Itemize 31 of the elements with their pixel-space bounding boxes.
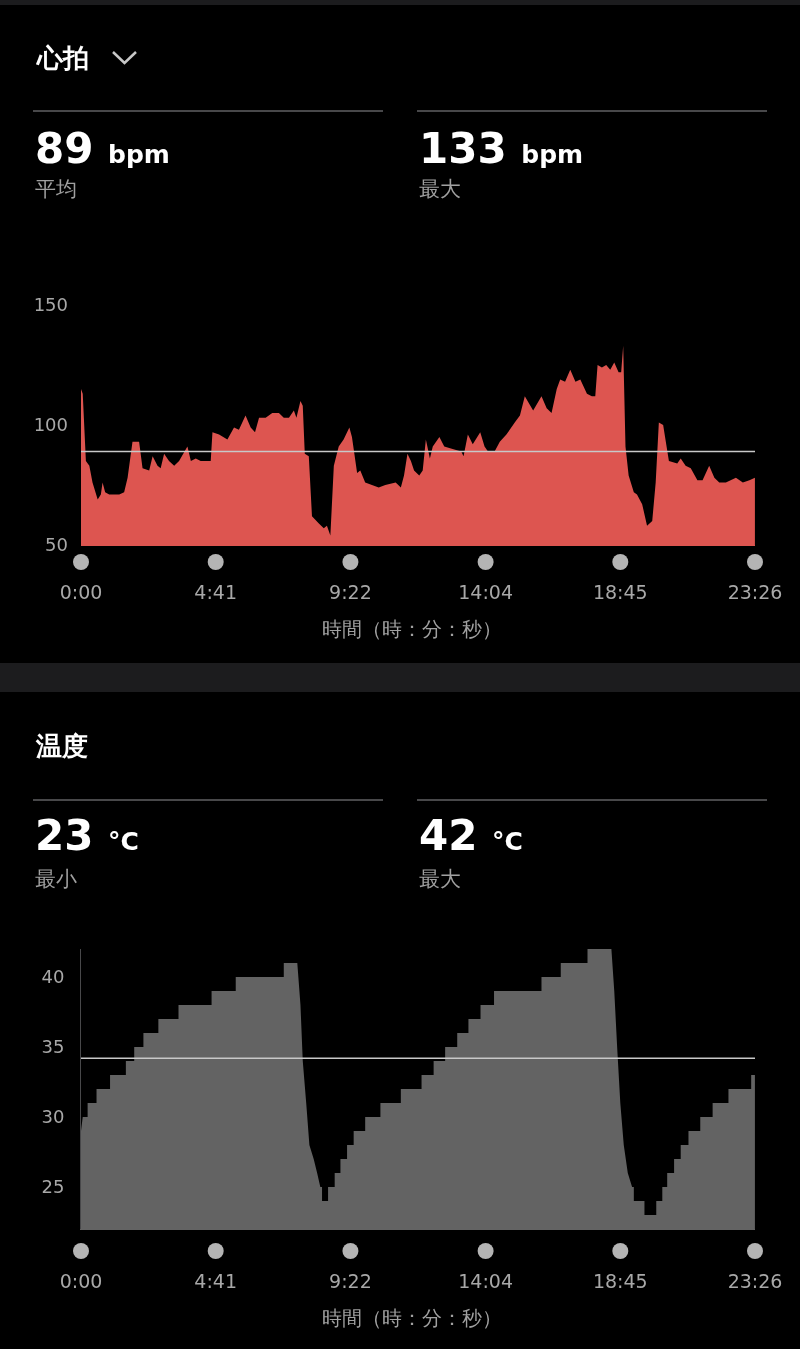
x-tick-label: 0:00 — [59, 580, 103, 603]
y-tick-label: 25 — [41, 1176, 65, 1198]
text: 133 bpm — [419, 124, 584, 173]
x-tick-label: 18:45 — [592, 1269, 648, 1292]
x-tick-label: 9:22 — [329, 1269, 372, 1292]
text: 89 bpm — [35, 124, 170, 173]
x-tick-label: 14:04 — [458, 580, 513, 603]
text: 23 °C — [35, 811, 139, 860]
y-tick-label: 40 — [41, 966, 65, 988]
text: 最小 — [35, 867, 77, 891]
y-tick-label: 30 — [41, 1106, 65, 1128]
x-axis-title: 時間（時：分：秒） — [322, 617, 502, 641]
y-tick-label: 50 — [45, 534, 68, 556]
text: 平均 — [35, 177, 77, 201]
chart-title: 温度 — [35, 731, 88, 761]
x-tick-label: 23:26 — [727, 1269, 783, 1292]
x-tick-label: 4:41 — [194, 580, 238, 603]
y-tick-label: 100 — [33, 414, 68, 436]
x-tick-label: 9:22 — [329, 580, 372, 603]
x-tick-label: 0:00 — [59, 1269, 103, 1292]
y-tick-label: 150 — [33, 294, 68, 316]
x-tick-label: 14:04 — [458, 1269, 513, 1292]
text: 最大 — [419, 177, 461, 201]
x-axis-title: 時間（時：分：秒） — [322, 1306, 502, 1330]
x-tick-label: 4:41 — [194, 1269, 238, 1292]
x-tick-label: 18:45 — [592, 580, 648, 603]
x-tick-label: 23:26 — [727, 580, 783, 603]
chart-title: 心拍 — [35, 43, 89, 73]
text: 42 °C — [419, 811, 523, 860]
y-tick-label: 35 — [41, 1036, 65, 1058]
text: 最大 — [419, 867, 461, 891]
